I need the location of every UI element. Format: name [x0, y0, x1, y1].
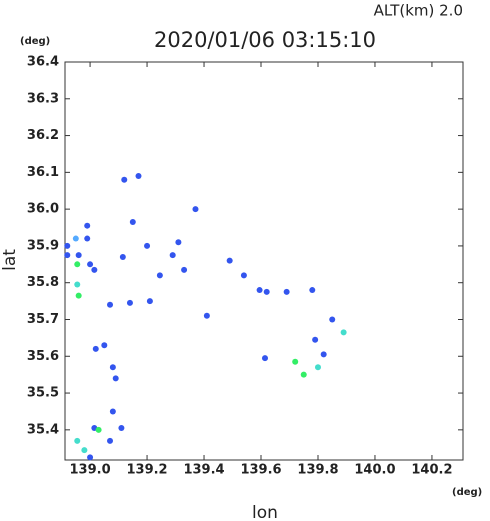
echo-point: [109, 408, 116, 415]
echo-point: [203, 312, 210, 319]
x-tick-label: 139.0: [70, 463, 111, 478]
echo-point: [226, 257, 233, 264]
x-tick-label: 140.0: [354, 463, 395, 478]
y-tick-label: 36.0: [27, 202, 59, 217]
echo-point: [95, 426, 102, 433]
echo-point: [84, 222, 91, 229]
echo-point: [118, 424, 125, 431]
chart-title: 2020/01/06 03:15:10: [154, 28, 376, 52]
echo-point: [91, 266, 98, 273]
echo-point: [107, 301, 114, 308]
chart-subtitle: ALT(km) 2.0: [374, 2, 463, 20]
y-tick-label: 35.4: [27, 422, 59, 437]
echo-point: [109, 364, 116, 371]
echo-point: [309, 287, 316, 294]
y-tick-label: 35.9: [27, 238, 59, 253]
plot-frame: [64, 61, 464, 461]
y-tick-label: 36.4: [27, 55, 59, 70]
x-tick-label: 139.2: [126, 463, 167, 478]
echo-point: [192, 206, 199, 213]
x-unit: (deg): [452, 487, 482, 498]
echo-point: [92, 345, 99, 352]
echo-point: [169, 252, 176, 259]
echo-point: [256, 287, 263, 294]
echo-point: [126, 299, 133, 306]
echo-point: [175, 239, 182, 246]
echo-point: [283, 288, 290, 295]
echo-point: [312, 336, 319, 343]
echo-point: [107, 437, 114, 444]
echo-point: [320, 351, 327, 358]
echo-point: [72, 235, 79, 242]
echo-point: [129, 219, 136, 226]
y-tick-label: 36.2: [27, 128, 59, 143]
echo-point: [181, 266, 188, 273]
x-tick-label: 139.8: [297, 463, 338, 478]
echo-point: [74, 437, 81, 444]
echo-point: [144, 242, 151, 249]
echo-point: [292, 358, 299, 365]
echo-point: [314, 364, 321, 371]
echo-point: [329, 316, 336, 323]
echo-point: [135, 173, 142, 180]
y-tick-label: 35.5: [27, 386, 59, 401]
echo-point: [74, 281, 81, 288]
echo-point: [87, 261, 94, 268]
x-tick-label: 139.6: [240, 463, 281, 478]
y-tick-label: 35.8: [27, 275, 59, 290]
echo-point: [300, 371, 307, 378]
echo-point: [263, 288, 270, 295]
echo-point: [119, 253, 126, 260]
echo-point: [64, 242, 71, 249]
echo-point: [74, 261, 81, 268]
y-tick-label: 35.6: [27, 349, 59, 364]
y-axis-label: lat: [0, 249, 20, 271]
echo-point: [84, 235, 91, 242]
y-tick-label: 36.3: [27, 91, 59, 106]
echo-point: [101, 342, 108, 349]
echo-point: [240, 272, 247, 279]
echo-point: [121, 176, 128, 183]
echo-point: [146, 298, 153, 305]
y-tick-label: 36.1: [27, 165, 59, 180]
echo-point: [261, 355, 268, 362]
x-tick-label: 139.4: [183, 463, 224, 478]
x-tick-label: 140.2: [411, 463, 452, 478]
echo-point: [64, 252, 71, 259]
y-unit: (deg): [20, 36, 50, 47]
echo-point: [340, 329, 347, 336]
echo-point: [75, 292, 82, 299]
echo-point: [87, 454, 94, 461]
echo-point: [81, 447, 88, 454]
echo-point: [156, 272, 163, 279]
echo-point: [75, 252, 82, 259]
x-axis-label: lon: [252, 503, 278, 521]
y-tick-label: 35.7: [27, 312, 59, 327]
echo-point: [112, 375, 119, 382]
